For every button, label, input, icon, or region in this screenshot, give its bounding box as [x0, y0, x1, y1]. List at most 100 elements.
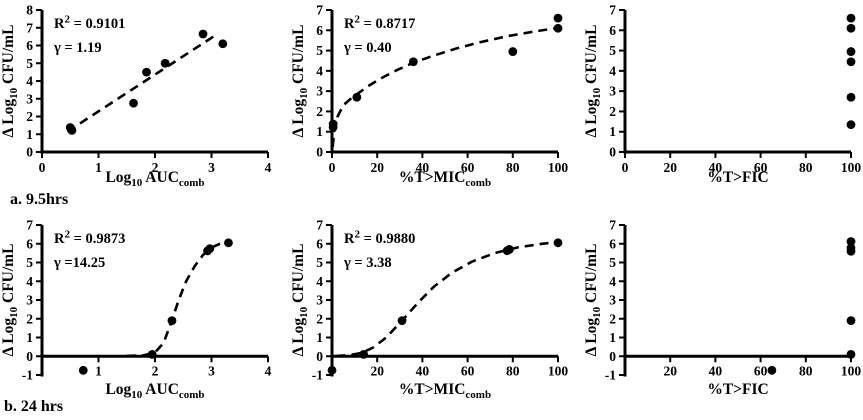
gamma-annotation: γ = 3.38 — [343, 255, 392, 271]
y-tick-label: -1 — [312, 368, 323, 383]
y-tick-label: 0 — [609, 145, 616, 160]
plot-a-tmic: 0 20 40 60 80 100 0 1 2 3 4 5 6 7 %T>MICcomb Δ Log10 CF… — [290, 3, 568, 190]
y-tick-label: 3 — [609, 293, 616, 308]
y-tick-label: 1 — [609, 330, 616, 345]
data-point — [224, 238, 233, 248]
data-point — [327, 365, 337, 375]
y-tick-label: 0 — [316, 349, 323, 364]
y-axis-title: Δ Log10 CFU/mL — [583, 25, 603, 138]
x-tick-label: 3 — [208, 160, 215, 175]
y-tick-label: 6 — [316, 236, 323, 251]
y-tick-label: 7 — [26, 20, 33, 35]
y-tick-label: 4 — [316, 274, 323, 289]
x-tick-label: 20 — [663, 160, 677, 175]
y-tick-label: 1 — [316, 124, 323, 139]
data-point — [147, 349, 157, 359]
y-tick-label: 5 — [26, 56, 33, 71]
y-tick-label: 3 — [26, 91, 33, 106]
x-tick-label: 100 — [841, 363, 862, 378]
data-point — [846, 13, 856, 23]
x-tick-label: 0 — [39, 160, 46, 175]
x-tick-label: 2 — [152, 363, 159, 378]
y-tick-label: -1 — [22, 368, 33, 383]
x-tick-label: 40 — [416, 160, 430, 175]
data-point — [767, 365, 777, 375]
y-tick-label: 1 — [26, 127, 33, 142]
section-a-label: a. 9.5hrs — [10, 191, 69, 208]
data-point — [129, 98, 138, 108]
data-point — [846, 120, 856, 130]
gamma-annotation: γ = 1.19 — [53, 40, 102, 56]
x-axis-title: %T>MICcomb — [399, 169, 491, 189]
data-point — [167, 316, 177, 326]
x-tick-label: 20 — [370, 160, 384, 175]
gamma-annotation: γ =14.25 — [53, 255, 105, 271]
data-point — [352, 92, 362, 102]
data-point — [397, 316, 407, 326]
plot-b-log10-auc: 1 2 3 4 -1 0 1 2 3 4 5 6 7 Log10 AUCcomb Δ Log10 CFU/m… — [0, 218, 272, 402]
data-point — [553, 238, 563, 248]
x-tick-label: 60 — [754, 160, 768, 175]
y-axis-title: Δ Log10 CFU/mL — [290, 244, 310, 357]
y-tick-label: 5 — [609, 255, 616, 270]
data-point — [408, 57, 418, 67]
y-tick-label: 0 — [316, 145, 323, 160]
fit-curve-line — [331, 26, 559, 148]
y-tick-label: 7 — [609, 218, 616, 233]
y-tick-label: 5 — [26, 255, 33, 270]
y-tick-label: 5 — [609, 43, 616, 58]
y-axis-title: Δ Log10 CFU/mL — [290, 25, 310, 138]
x-tick-label: 80 — [506, 363, 520, 378]
y-tick-label: 7 — [316, 218, 323, 233]
x-tick-label: 1 — [95, 160, 102, 175]
x-axis-title: %T>MICcomb — [399, 381, 491, 401]
data-point — [359, 349, 369, 359]
fit-curve-line — [66, 32, 220, 133]
y-tick-label: 2 — [316, 311, 323, 326]
x-tick-label: 100 — [841, 160, 862, 175]
y-tick-label: 4 — [609, 274, 616, 289]
y-tick-label: 0 — [26, 349, 33, 364]
data-point — [846, 237, 856, 246]
y-tick-label: 2 — [609, 104, 616, 119]
y-tick-label: 1 — [26, 330, 33, 345]
data-point — [505, 244, 514, 254]
y-tick-label: 2 — [26, 109, 33, 124]
data-point — [553, 23, 563, 33]
data-point — [205, 244, 215, 254]
data-point — [198, 29, 208, 39]
r2-annotation: R2 = 0.9101 — [54, 14, 125, 33]
y-tick-label: 6 — [316, 23, 323, 38]
x-tick-label: 80 — [799, 160, 813, 175]
data-point — [328, 122, 338, 132]
data-point — [218, 39, 228, 49]
y-tick-label: 6 — [26, 38, 33, 53]
data-point — [846, 316, 856, 326]
y-tick-label: 2 — [316, 104, 323, 119]
x-tick-label: 20 — [663, 363, 677, 378]
y-tick-label: 2 — [609, 311, 616, 326]
y-tick-label: 8 — [26, 3, 33, 18]
x-tick-label: 40 — [709, 363, 723, 378]
plot-a-tfic: 0 20 40 60 80 100 0 1 2 3 4 5 6 7 %T>FIC Δ Log10 CFU/mL — [583, 3, 862, 187]
x-tick-label: 40 — [416, 363, 430, 378]
x-tick-label: 0 — [329, 160, 336, 175]
x-axis-title: %T>FIC — [707, 169, 768, 186]
x-tick-label: 60 — [461, 363, 475, 378]
data-point — [142, 67, 151, 77]
y-tick-label: 6 — [26, 236, 33, 251]
x-tick-label: 60 — [461, 160, 475, 175]
y-tick-label: 5 — [316, 255, 323, 270]
x-axis-title: %T>FIC — [707, 381, 768, 398]
y-tick-label: 3 — [26, 293, 33, 308]
y-tick-label: 4 — [609, 63, 616, 78]
y-tick-label: 3 — [316, 84, 323, 99]
plot-b-tfic: 20 40 60 80 100 -1 0 1 2 3 4 5 6 7 %T>FIC Δ Log10 CFU/m… — [583, 218, 862, 399]
y-axis-title: Δ Log10 CFU/mL — [0, 244, 20, 357]
data-point — [553, 13, 563, 23]
data-point — [846, 349, 856, 359]
x-tick-label: 80 — [799, 363, 813, 378]
y-tick-label: 6 — [609, 236, 616, 251]
y-tick-label: 1 — [609, 124, 616, 139]
y-axis-title: Δ Log10 CFU/mL — [583, 244, 603, 357]
